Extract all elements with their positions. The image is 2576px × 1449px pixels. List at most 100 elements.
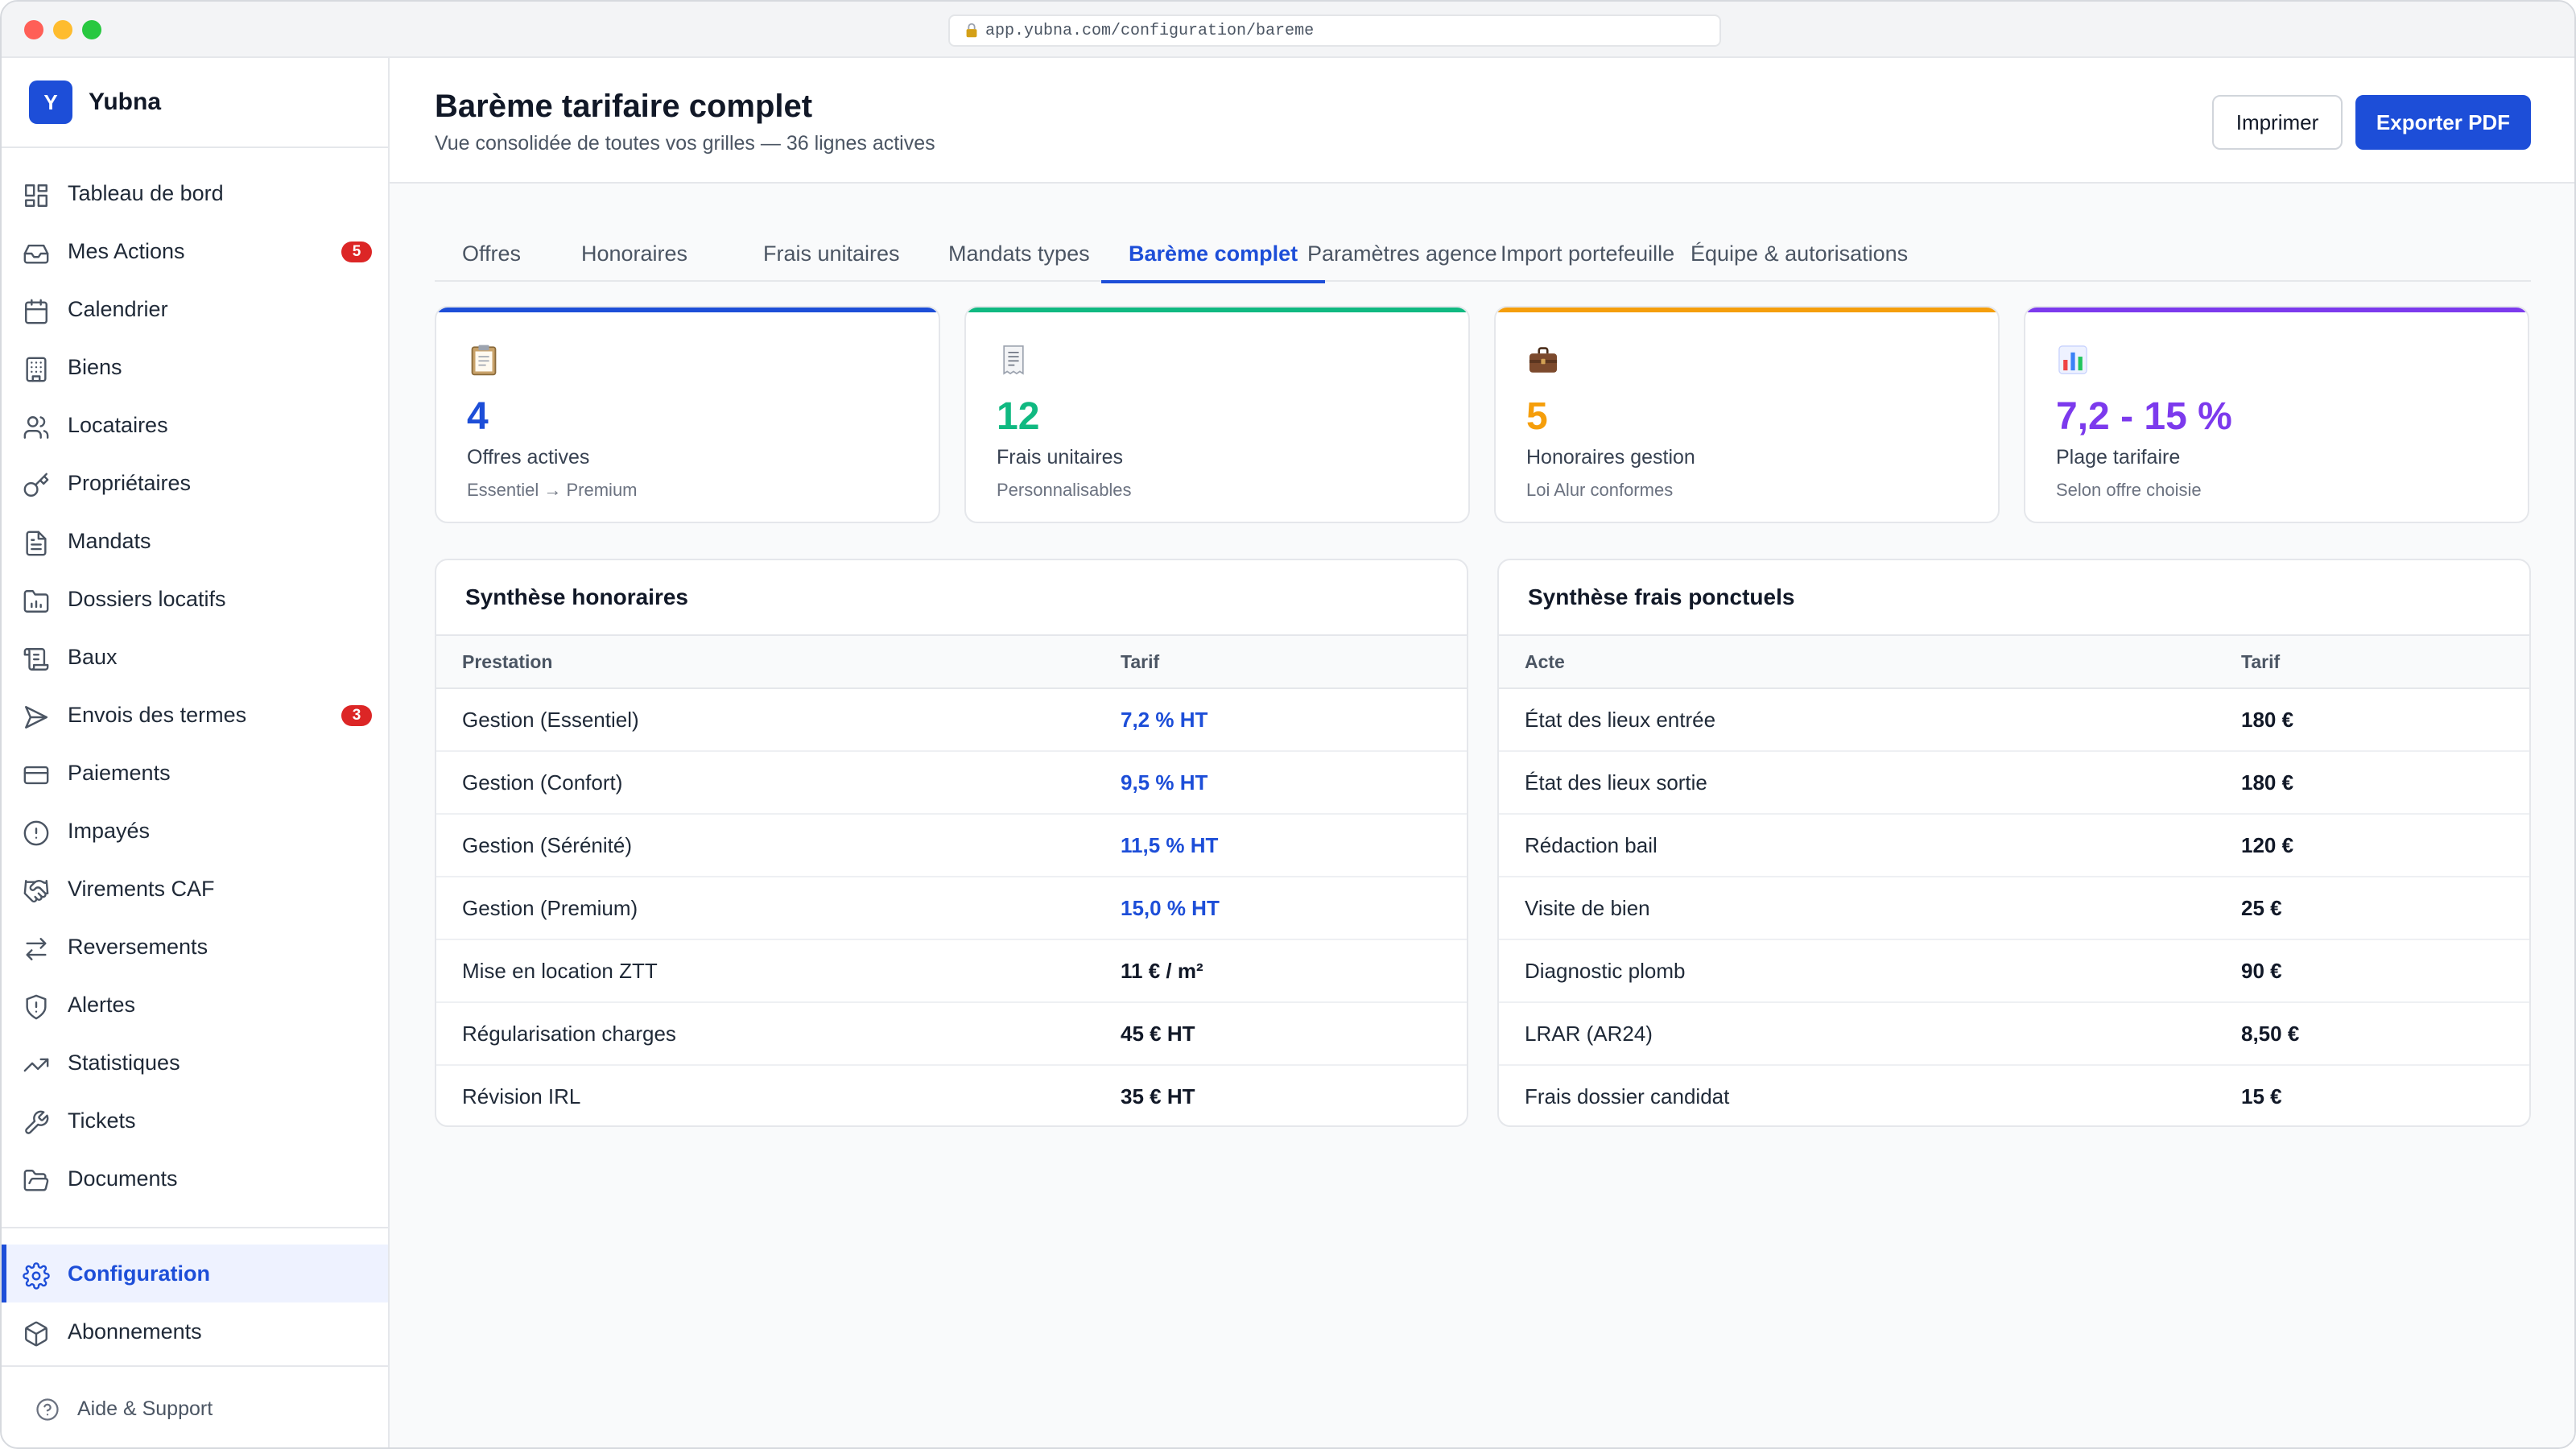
table-row[interactable]: Gestion (Premium) 15,0 % HT	[436, 877, 1467, 940]
sidebar-item-documents[interactable]: Documents	[2, 1150, 388, 1208]
row-name: État des lieux sortie	[1525, 770, 1707, 795]
kpi-accent-bar	[1496, 308, 1998, 312]
sidebar-item-baux[interactable]: Baux	[2, 628, 388, 686]
sidebar-item-calendrier[interactable]: Calendrier	[2, 280, 388, 338]
table-row[interactable]: Révision IRL 35 € HT	[436, 1066, 1467, 1125]
minimize-window-button[interactable]	[53, 20, 72, 39]
close-window-button[interactable]	[24, 20, 43, 39]
trending-up-icon	[23, 1051, 50, 1079]
row-name: Mise en location ZTT	[462, 958, 658, 983]
sidebar-item-locataires[interactable]: Locataires	[2, 396, 388, 454]
row-price: 8,50 €	[2241, 1021, 2300, 1046]
sidebar-item-dossiers-locatifs[interactable]: Dossiers locatifs	[2, 570, 388, 628]
sidebar-item-impayes[interactable]: Impayés	[2, 802, 388, 860]
sidebar-item-abonnements[interactable]: Abonnements	[2, 1302, 388, 1360]
table-row[interactable]: Frais dossier candidat 15 €	[1499, 1066, 2529, 1125]
table-row[interactable]: LRAR (AR24) 8,50 €	[1499, 1003, 2529, 1066]
table-row[interactable]: État des lieux sortie 180 €	[1499, 752, 2529, 815]
shield-icon	[23, 993, 50, 1021]
sidebar-item-tickets[interactable]: Tickets	[2, 1092, 388, 1150]
kpi-sub: Selon offre choisie	[2056, 480, 2202, 500]
address-url: app.yubna.com/configuration/bareme	[985, 21, 1315, 40]
sidebar-item-paiements[interactable]: Paiements	[2, 744, 388, 802]
sidebar-item-configuration[interactable]: Configuration	[2, 1245, 388, 1302]
kpi-card-honoraires-gestion: 5 Honoraires gestion Loi Alur conformes	[1494, 306, 2000, 523]
sidebar-item-reversements[interactable]: Reversements	[2, 918, 388, 976]
column-header-tarif: Tarif	[1121, 650, 1160, 672]
table-row[interactable]: Gestion (Confort) 9,5 % HT	[436, 752, 1467, 815]
frais-table-header: Acte Tarif	[1499, 634, 2529, 689]
sidebar-item-label: Mes Actions	[68, 238, 185, 263]
table-row[interactable]: Mise en location ZTT 11 € / m²	[436, 940, 1467, 1003]
browser-chrome: app.yubna.com/configuration/bareme	[2, 2, 2574, 58]
sidebar-item-virements-caf[interactable]: Virements CAF	[2, 860, 388, 918]
table-row[interactable]: État des lieux entrée 180 €	[1499, 689, 2529, 752]
sidebar-item-envois-des-termes[interactable]: Envois des termes 3	[2, 686, 388, 744]
row-name: Gestion (Essentiel)	[462, 707, 639, 732]
sidebar-item-label: Baux	[68, 644, 118, 669]
table-row[interactable]: Diagnostic plomb 90 €	[1499, 940, 2529, 1003]
column-header-prestation: Prestation	[462, 650, 553, 672]
tab-bareme-complet[interactable]: Barème complet	[1101, 225, 1326, 283]
row-name: Révision IRL	[462, 1084, 581, 1108]
sidebar-item-label: Mandats	[68, 528, 151, 553]
kpi-value: 12	[997, 395, 1040, 438]
kpi-accent-bar	[436, 308, 939, 312]
address-bar[interactable]: app.yubna.com/configuration/bareme	[948, 14, 1721, 47]
sidebar-nav: Tableau de bord Mes Actions 5 Calendrier Bie…	[2, 164, 388, 1208]
row-price: 11 € / m²	[1121, 958, 1203, 983]
honoraires-table-header: Prestation Tarif	[436, 634, 1467, 689]
row-name: Visite de bien	[1525, 895, 1650, 920]
row-price: 15 €	[2241, 1084, 2282, 1108]
export-pdf-button[interactable]: Exporter PDF	[2355, 95, 2531, 150]
maximize-window-button[interactable]	[82, 20, 101, 39]
wrench-icon	[23, 1109, 50, 1137]
tab-parametres-agence[interactable]: Paramètres agence	[1307, 241, 1497, 266]
tab-mandats-types[interactable]: Mandats types	[948, 241, 1090, 266]
sidebar-item-tableau-de-bord[interactable]: Tableau de bord	[2, 164, 388, 222]
kpi-label: Frais unitaires	[997, 446, 1123, 469]
document-icon	[23, 530, 50, 557]
table-row[interactable]: Rédaction bail 120 €	[1499, 815, 2529, 877]
sidebar-item-mes-actions[interactable]: Mes Actions 5	[2, 222, 388, 280]
table-row[interactable]: Gestion (Sérénité) 11,5 % HT	[436, 815, 1467, 877]
tab-honoraires[interactable]: Honoraires	[581, 241, 688, 266]
sidebar-item-label: Documents	[68, 1166, 178, 1191]
tab-frais-unitaires[interactable]: Frais unitaires	[763, 241, 900, 266]
brand[interactable]: Y Yubna	[2, 58, 388, 148]
tab-offres[interactable]: Offres	[462, 241, 522, 266]
table-row[interactable]: Régularisation charges 45 € HT	[436, 1003, 1467, 1066]
row-price: 120 €	[2241, 832, 2294, 857]
sidebar-item-proprietaires[interactable]: Propriétaires	[2, 454, 388, 512]
transfer-icon	[23, 935, 50, 963]
sidebar-item-alertes[interactable]: Alertes	[2, 976, 388, 1034]
kpi-sub: Loi Alur conformes	[1526, 480, 1674, 500]
kpi-value: 4	[467, 395, 489, 438]
sidebar-item-label: Alertes	[68, 992, 136, 1017]
key-icon	[23, 472, 50, 499]
help-support-link[interactable]: Aide & Support	[2, 1380, 388, 1438]
sidebar-item-label: Configuration	[68, 1261, 210, 1286]
building-icon	[23, 356, 50, 383]
page-title: Barème tarifaire complet	[435, 89, 813, 124]
table-row[interactable]: Gestion (Essentiel) 7,2 % HT	[436, 689, 1467, 752]
sidebar-item-statistiques[interactable]: Statistiques	[2, 1034, 388, 1092]
table-row[interactable]: Visite de bien 25 €	[1499, 877, 2529, 940]
sidebar-item-label: Abonnements	[68, 1319, 202, 1344]
sidebar-item-biens[interactable]: Biens	[2, 338, 388, 396]
row-price: 7,2 % HT	[1121, 707, 1208, 732]
row-price: 11,5 % HT	[1121, 832, 1219, 857]
row-name: Gestion (Confort)	[462, 770, 623, 795]
config-tabs: Offres Honoraires Frais unitaires Mandats t…	[435, 225, 2531, 283]
tab-equipe-autorisations[interactable]: Équipe & autorisations	[1690, 241, 1909, 266]
sidebar: Y Yubna Tableau de bord Mes Actions 5 Calen…	[2, 58, 390, 1447]
sidebar-item-label: Tickets	[68, 1108, 136, 1133]
column-header-acte: Acte	[1525, 650, 1565, 672]
tab-import-portefeuille[interactable]: Import portefeuille	[1501, 241, 1675, 266]
print-button[interactable]: Imprimer	[2212, 95, 2343, 150]
kpi-value: 7,2 - 15 %	[2056, 395, 2232, 438]
sidebar-item-mandats[interactable]: Mandats	[2, 512, 388, 570]
row-name: Gestion (Premium)	[462, 895, 638, 920]
main-area: Barème tarifaire complet Vue consolidée …	[390, 58, 2574, 1447]
alert-circle-icon	[23, 819, 50, 847]
